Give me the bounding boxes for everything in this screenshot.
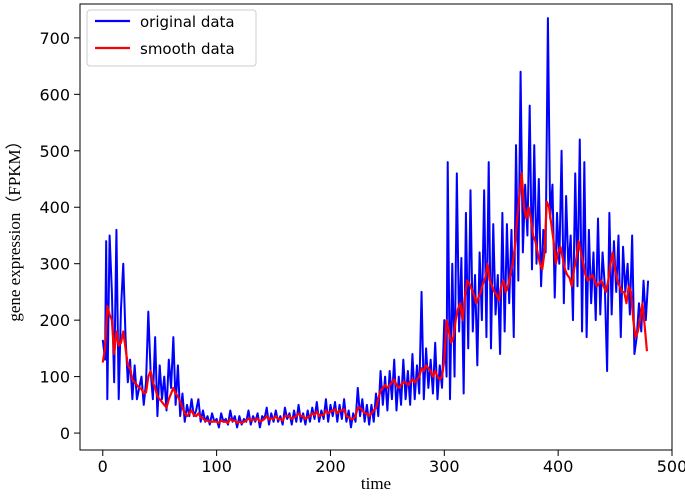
series-layer (101, 17, 650, 429)
x-axis-label: time (361, 474, 391, 492)
y-tick-label: 600 (39, 85, 70, 104)
y-tick-labels: 0 100 200 300 400 500 600 700 (39, 29, 70, 443)
y-tick-label: 300 (39, 255, 70, 274)
y-tick-label: 700 (39, 29, 70, 48)
legend-label-original-data: original data (140, 13, 235, 31)
x-tick-label: 200 (315, 457, 346, 476)
plot-frame (79, 3, 673, 451)
x-tick-labels: 0 100 200 300 400 500 (98, 457, 685, 476)
x-tick-label: 100 (201, 457, 232, 476)
legend: original data smooth data (86, 9, 257, 67)
legend-box (86, 9, 257, 67)
x-tick-label: 300 (429, 457, 460, 476)
y-tick-label: 400 (39, 198, 70, 217)
x-tick-label: 500 (657, 457, 685, 476)
y-tick-label: 500 (39, 142, 70, 161)
legend-label-smooth-data: smooth data (140, 40, 235, 58)
y-tick-label: 100 (39, 368, 70, 387)
y-axis-label: gene expression（FPKM） (5, 132, 24, 321)
y-tick-label: 0 (60, 424, 70, 443)
y-tick-label: 200 (39, 311, 70, 330)
x-tick-label: 400 (543, 457, 574, 476)
series-line-smooth-data (101, 172, 649, 424)
x-tick-label: 0 (98, 457, 108, 476)
tick-marks (74, 37, 673, 456)
